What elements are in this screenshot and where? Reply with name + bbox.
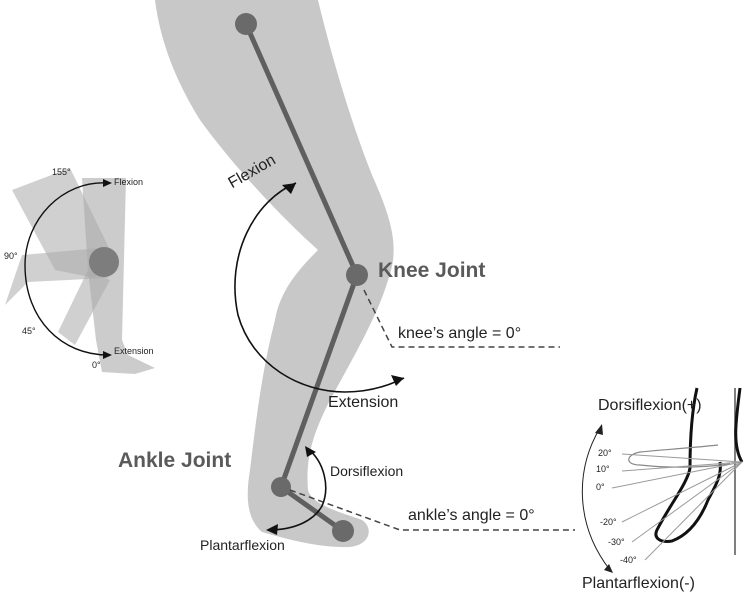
ankle-range-inset <box>581 387 744 573</box>
ankle-angle-zero-label: ankle’s angle = 0° <box>408 507 535 524</box>
ankle-angle-20: 20° <box>598 448 612 458</box>
ankle-angle-minus30: -30° <box>608 537 625 547</box>
foot-line-0 <box>611 461 743 489</box>
ankle-joint-label: Ankle Joint <box>118 449 232 472</box>
ankle-plantarflexion-arrowhead <box>266 524 278 535</box>
knee-range-inset <box>5 168 155 374</box>
knee-zero-reference-line <box>363 289 560 348</box>
inset-knee-joint <box>89 247 119 277</box>
foot-line-10 <box>621 461 743 472</box>
ankle-range-top-arrowhead <box>595 424 603 435</box>
inset-extension-label: Extension <box>114 346 154 356</box>
knee-extension-label: Extension <box>328 394 399 411</box>
knee-flexion-arrowhead <box>282 183 296 194</box>
leg-silhouette <box>155 0 394 548</box>
foot-line-minus40 <box>644 461 743 561</box>
inset-angle-90: 90° <box>4 251 18 261</box>
ankle-angle-minus40: -40° <box>620 555 637 565</box>
ankle-angle-10: 10° <box>596 464 610 474</box>
knee-joint-dot <box>346 264 368 286</box>
ankle-angle-minus20: -20° <box>600 517 617 527</box>
ankle-angle-0: 0° <box>596 482 605 492</box>
inset-leg-0 <box>82 178 155 374</box>
hip-joint-dot <box>235 13 257 35</box>
toe-dot <box>332 520 354 542</box>
inset-extension-arrowhead <box>103 351 112 359</box>
inset-dorsiflexion-plus-label: Dorsiflexion(+) <box>598 397 702 414</box>
knee-angle-zero-label: knee’s angle = 0° <box>398 325 522 342</box>
ankle-plantarflexion-label: Plantarflexion <box>200 537 285 553</box>
inset-flexion-label: Flexion <box>114 177 144 187</box>
ankle-range-arc <box>581 427 611 571</box>
shin-outline-back <box>734 387 744 463</box>
ankle-dorsiflexion-arrowhead <box>305 446 316 457</box>
knee-extension-arrowhead <box>391 375 404 386</box>
leg-bone-line <box>243 22 360 534</box>
ankle-joint-dot <box>271 477 291 497</box>
foot-line-20 <box>621 453 743 463</box>
inset-plantarflexion-minus-label: Plantarflexion(-) <box>582 575 695 592</box>
inset-leg-90 <box>5 248 108 305</box>
ankle-range-bottom-arrowhead <box>604 564 613 573</box>
inset-motion-arc <box>24 182 109 356</box>
inset-angle-155: 155° <box>52 167 71 177</box>
inset-flexion-arrowhead <box>103 179 112 187</box>
inset-angle-0: 0° <box>92 360 101 370</box>
ankle-motion-arc <box>267 447 327 531</box>
shin-outline-front <box>654 387 722 543</box>
knee-joint-label: Knee Joint <box>378 259 486 282</box>
ankle-dorsiflexion-label: Dorsiflexion <box>330 463 404 479</box>
inset-angle-45: 45° <box>22 326 36 336</box>
foot-outline-top <box>628 444 731 468</box>
foot-line-minus20 <box>621 461 743 523</box>
foot-line-minus30 <box>631 461 743 543</box>
ankle-zero-reference-line <box>289 489 575 531</box>
knee-motion-arc <box>234 182 405 393</box>
